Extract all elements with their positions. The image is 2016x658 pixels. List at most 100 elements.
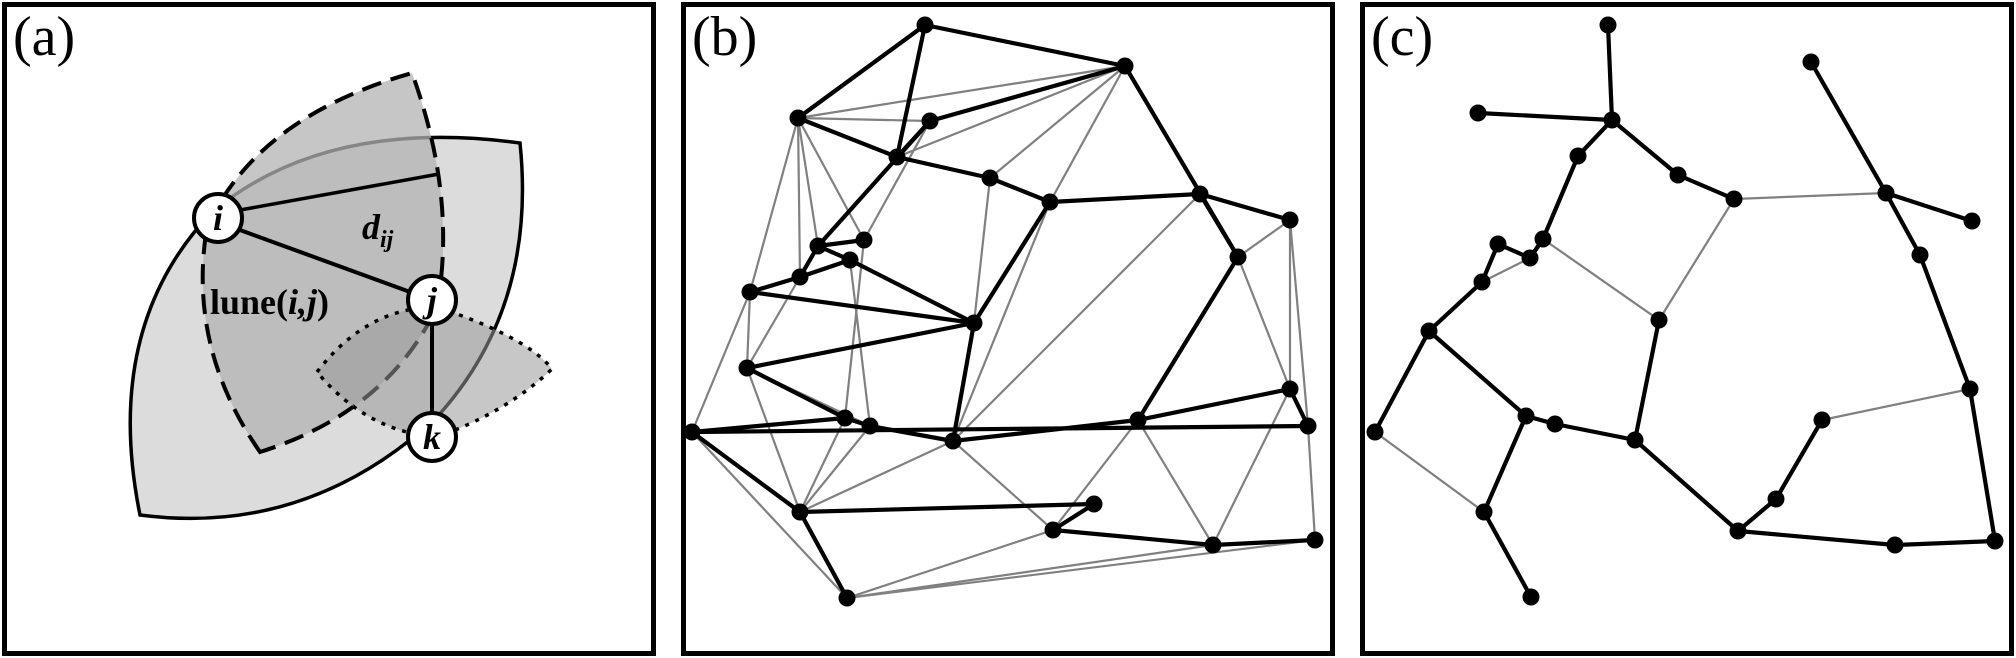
- distance-label: dij: [362, 207, 394, 253]
- graph-node: [965, 314, 983, 332]
- panel-c-label: (c): [1371, 6, 1434, 68]
- graph-edge-thick: [691, 423, 1309, 435]
- graph-node: [1569, 147, 1587, 165]
- graph-node: [1475, 503, 1493, 521]
- graph-edge-thin: [952, 440, 1054, 531]
- graph-edge-thin: [1212, 388, 1291, 546]
- graph-edge-thick: [950, 322, 977, 442]
- lune-jk-region: [314, 305, 555, 439]
- graph-node: [1725, 190, 1743, 208]
- graph-node: [1420, 322, 1438, 340]
- graph-edge-thick: [1737, 528, 1896, 548]
- graph-node: [1986, 532, 2004, 550]
- relative-neighborhood-graph: [1366, 16, 2004, 606]
- graph-edge-thick: [746, 320, 975, 371]
- graph-node: [1626, 431, 1644, 449]
- graph-edge-thin: [799, 417, 846, 513]
- graph-node: [1299, 417, 1317, 435]
- graph-edge-thick: [1427, 329, 1528, 418]
- graph-edge-thick: [749, 274, 801, 295]
- graph-edge-thick: [929, 63, 1126, 124]
- graph-edge-thick: [1137, 386, 1291, 423]
- graph-node: [1669, 166, 1687, 184]
- graph-node: [1366, 423, 1384, 441]
- graph-node: [1473, 273, 1491, 291]
- panel-b-label: (b): [692, 6, 758, 68]
- graph-node: [683, 423, 701, 441]
- graph-edge-thin: [846, 538, 1316, 600]
- graph-edge-thick: [749, 289, 975, 326]
- graph-edge-thick: [1049, 191, 1201, 205]
- graph-edge-thick: [1632, 319, 1662, 441]
- graph-node: [1534, 230, 1552, 248]
- graph-edge-thin: [797, 116, 931, 123]
- graph-node: [1546, 415, 1564, 433]
- graph-edge-thick: [797, 116, 898, 159]
- graph-edge-thin: [799, 440, 954, 513]
- graph-node: [1116, 57, 1134, 75]
- panel-b: (b): [681, 2, 1335, 656]
- graph-edge-thin: [797, 64, 1126, 120]
- graph-node: [1489, 235, 1507, 253]
- graph-node: [1729, 522, 1747, 540]
- graph-edge-thick: [849, 258, 975, 325]
- graph-edge-thin: [1821, 387, 1971, 422]
- graph-edge-thick: [1373, 330, 1431, 433]
- node-i-label: i: [213, 198, 223, 238]
- graph-edge-thin: [843, 239, 866, 419]
- lune-label-args: i,j: [288, 282, 318, 322]
- lune-label-close: ): [317, 282, 329, 322]
- graph-edge-thin: [745, 367, 802, 513]
- panel-a-label: (a): [13, 6, 76, 68]
- graph-edge-thick: [1482, 415, 1528, 513]
- graph-edge-thick: [799, 258, 851, 279]
- edge-i-dij: [217, 172, 440, 216]
- graph-edge-thin: [691, 431, 848, 599]
- graph-edge-thin: [1049, 65, 1126, 203]
- graph-node: [1517, 407, 1535, 425]
- graph-edge-thick: [1774, 418, 1824, 501]
- graph-node: [1886, 536, 1904, 554]
- graph-node: [1085, 495, 1103, 513]
- graph-edge-thick: [1918, 254, 1972, 390]
- graph-edge-thin: [1288, 219, 1310, 427]
- graph-edge-thick: [1554, 421, 1636, 443]
- graph-node: [1041, 193, 1059, 211]
- panel-c: (c): [1360, 2, 2014, 656]
- graph-node: [916, 16, 934, 34]
- graph-edge-thin: [745, 291, 752, 369]
- graph-edge-thick: [690, 430, 802, 514]
- graph-edge-thick: [1967, 388, 1998, 542]
- graph-node: [738, 359, 756, 377]
- node-k: [406, 411, 458, 463]
- graph-edge-thin: [797, 117, 865, 241]
- graph-edge-thin: [951, 201, 1052, 442]
- node-i: [192, 192, 244, 244]
- graph-edge-thin: [1237, 219, 1291, 258]
- graph-node: [1129, 411, 1147, 429]
- graph-node: [1281, 211, 1299, 229]
- graph-edge-thin: [796, 117, 802, 278]
- graph-edge-thick: [799, 501, 1095, 515]
- graph-edge-thin: [952, 193, 1201, 442]
- graph-edge-thick: [1884, 191, 1922, 257]
- graph-edge-thick: [1136, 255, 1240, 422]
- node-j: [406, 274, 458, 326]
- graph-edge-thick: [1610, 118, 1680, 177]
- graph-edge-thin: [848, 259, 872, 427]
- graph-edge-thin: [799, 425, 871, 513]
- graph-edge-thick: [1541, 155, 1580, 240]
- graph-edge-thick: [1052, 527, 1214, 548]
- graph-edge-thick: [1894, 538, 1996, 548]
- lune-label-text: lune(: [210, 282, 288, 322]
- graph-edge-thick: [1477, 110, 1613, 123]
- graph-edge-thin: [746, 276, 801, 369]
- graph-edge-thick: [972, 200, 1052, 325]
- graph-edge-thick: [1199, 191, 1291, 223]
- graph-node: [1963, 212, 1981, 230]
- graph-node: [1229, 248, 1247, 266]
- graph-edge-thick: [798, 510, 849, 600]
- graph-edge-thin: [1236, 256, 1292, 390]
- graph-edge-thick: [1123, 64, 1240, 259]
- graph-edge-thin: [1137, 419, 1214, 546]
